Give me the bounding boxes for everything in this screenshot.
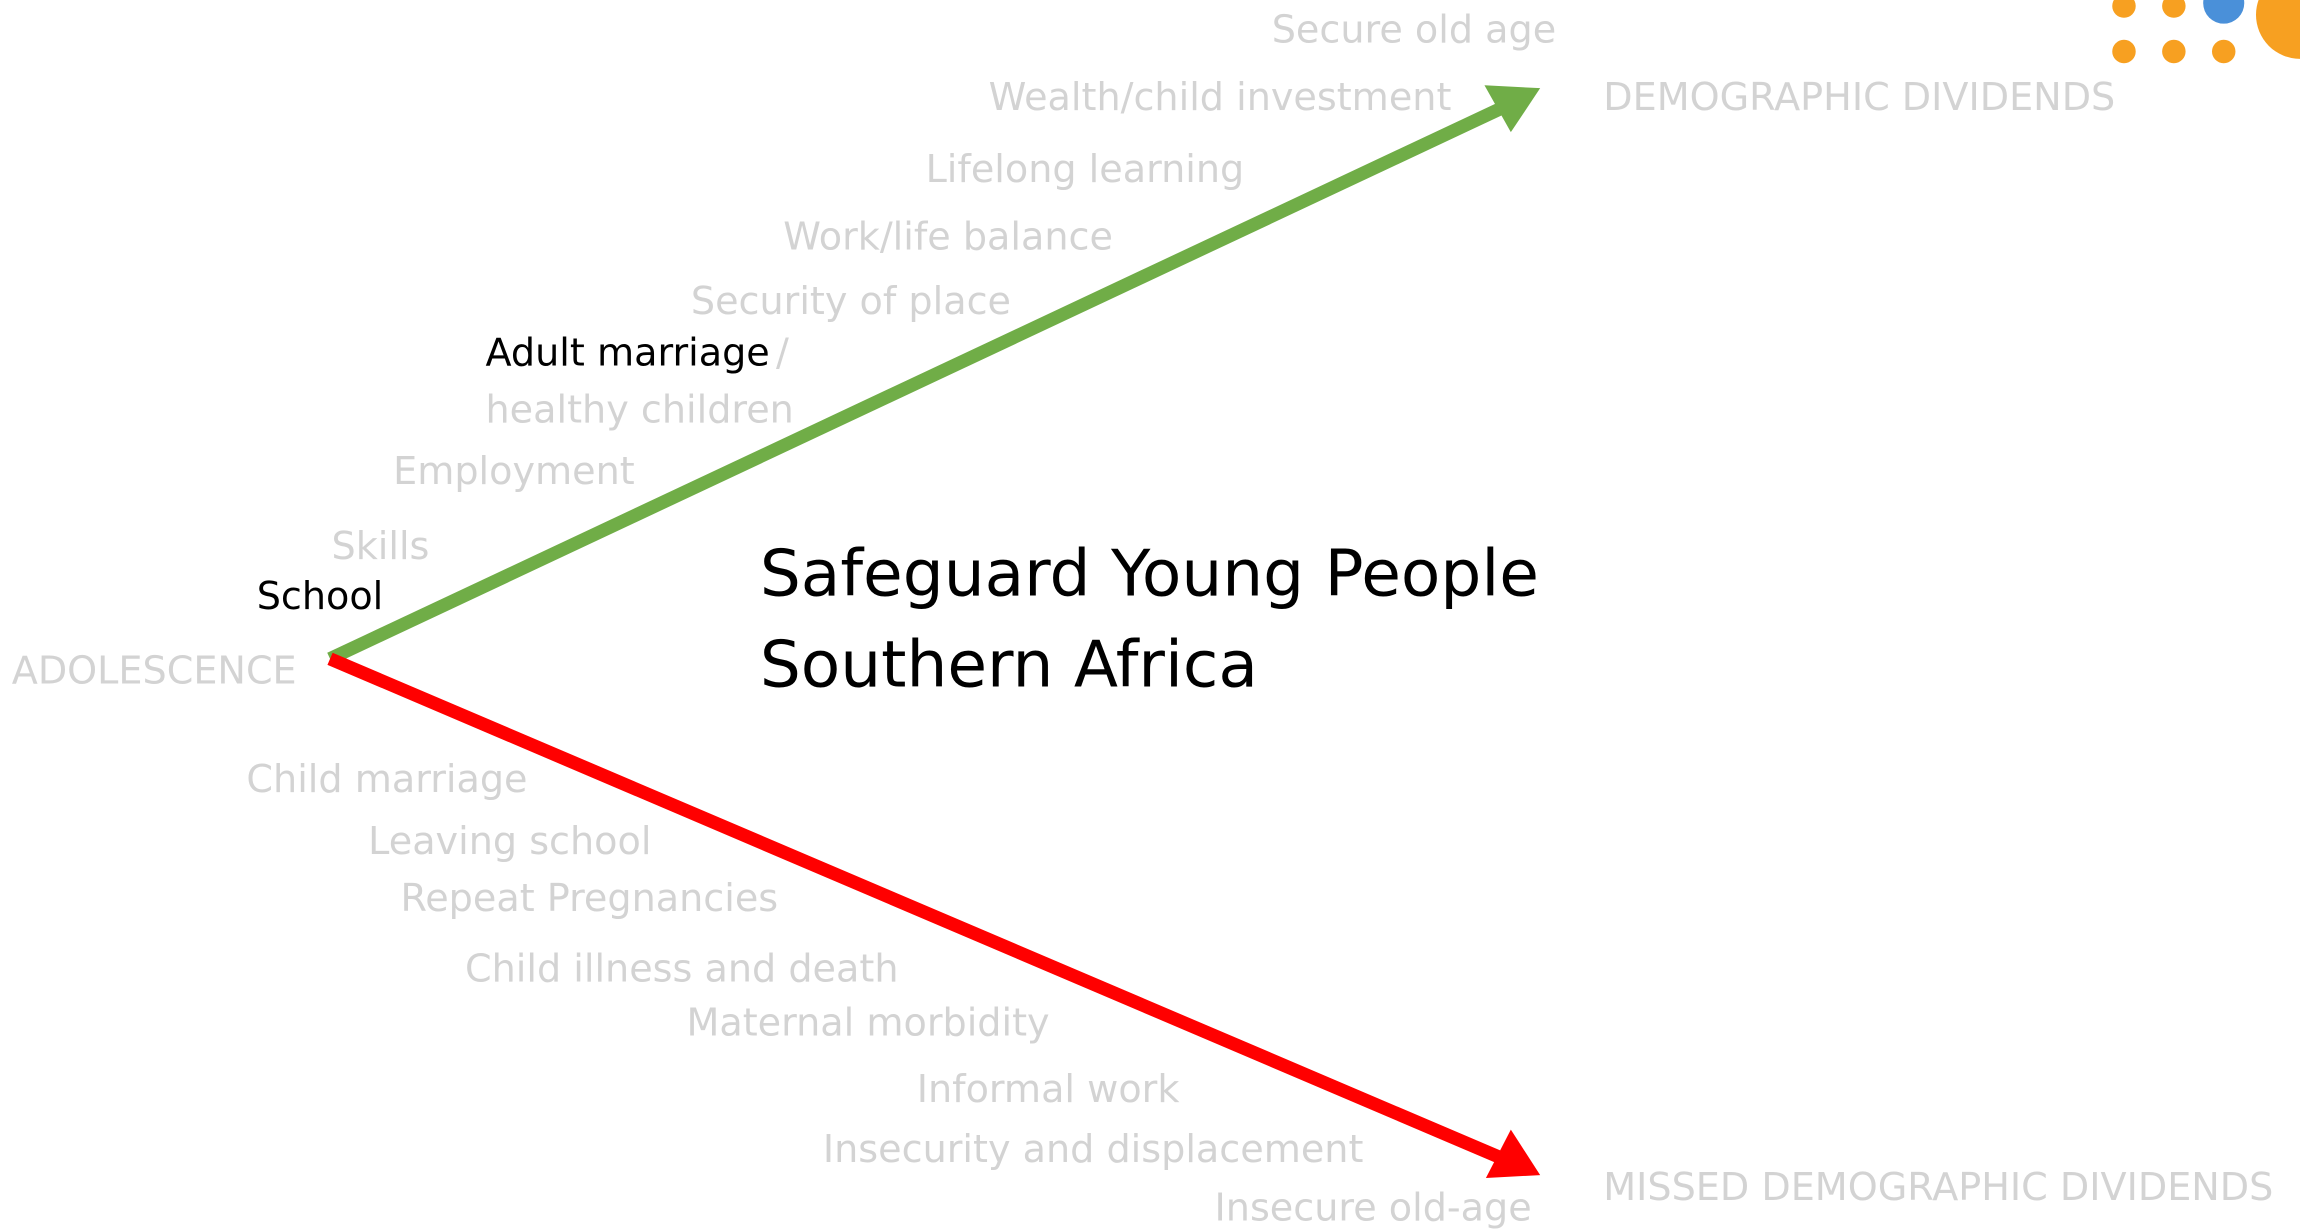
logo [2112,0,2300,64]
lower-arrowhead [1485,1129,1541,1179]
path-label: Leaving school [368,819,651,863]
title: Southern Africa [760,628,1258,703]
path-label: Secure old age [1272,8,1556,52]
path-label: Adult marriage [486,330,770,374]
start-label: ADOLESCENCE [12,649,297,693]
upper-arrow [327,101,1507,665]
path-label: / [776,330,789,374]
lower-arrow [327,652,1507,1166]
path-label: School [257,574,384,618]
path-label: Child illness and death [465,946,899,990]
path-label: Security of place [691,279,1011,323]
path-label: Insecurity and displacement [823,1127,1364,1171]
path-label: Maternal morbidity [686,1001,1049,1045]
path-label: Wealth/child investment [989,75,1452,119]
end-label: MISSED DEMOGRAPHIC DIVIDENDS [1603,1165,2273,1209]
path-label: Work/life balance [783,215,1113,259]
upper-arrowhead [1484,85,1541,133]
title: Safeguard Young People [760,537,1539,612]
path-label: Repeat Pregnancies [400,876,778,920]
path-label: Child marriage [246,757,527,801]
path-label: Informal work [917,1067,1180,1111]
path-label: Lifelong learning [926,147,1245,191]
path-label: healthy children [486,388,794,432]
path-label: Employment [393,449,635,493]
path-label: Insecure old-age [1215,1186,1532,1230]
path-label: Skills [332,524,430,568]
end-label: DEMOGRAPHIC DIVIDENDS [1603,75,2115,119]
